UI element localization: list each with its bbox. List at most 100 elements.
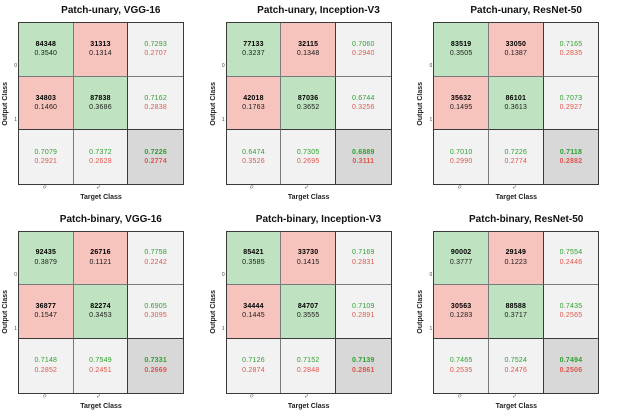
cell-fraction: 0.2882 [559, 158, 583, 166]
matrix-cell-r0c2: 0.7293 0.2707 [128, 23, 183, 77]
matrix-cell-r0c0: 85421 0.3585 [226, 231, 282, 286]
matrix-cell-r2c1: 0.7226 0.2774 [488, 130, 544, 184]
matrix-grid: 85421 0.3585 33730 0.1415 0.7169 0.2831 34444 0… [225, 230, 392, 394]
cell-value: 87838 [90, 94, 111, 102]
cell-value: 0.7118 [559, 148, 583, 156]
matrix-cell-r1c0: 35632 0.1495 [434, 76, 489, 131]
y-axis-label-wrap: Output Class [208, 22, 219, 185]
cell-fraction: 0.3256 [352, 103, 375, 111]
matrix-cell-r1c1: 88588 0.3717 [488, 285, 544, 339]
matrix-cell-r0c2: 0.7554 0.2446 [543, 231, 599, 286]
cell-fraction: 0.2848 [296, 366, 320, 374]
y-tick-label: 1 [14, 117, 17, 124]
cell-value: 0.7305 [296, 148, 320, 156]
cell-fraction: 0.3585 [242, 258, 265, 266]
y-tick-label: 1 [221, 117, 225, 124]
cell-fraction: 0.2774 [504, 158, 528, 166]
subplot-title: Patch-unary, Inception-V3 [257, 5, 380, 16]
cell-value: 36877 [35, 303, 57, 311]
cell-fraction: 0.1283 [449, 312, 473, 320]
matrix-cell-r0c2: 0.7165 0.2835 [543, 23, 599, 77]
cell-fraction: 0.1763 [242, 103, 265, 111]
cell-fraction: 0.1387 [504, 50, 528, 58]
matrix-cell-r2c0: 0.7148 0.2852 [19, 338, 74, 393]
x-tick-label: 1 [510, 184, 518, 191]
matrix-cell-r1c0: 42018 0.1763 [226, 76, 282, 131]
y-tick-label: 0 [221, 63, 225, 70]
plot-area: Output Class 0 1 83519 0.3505 33050 0.1387 0… [415, 22, 623, 185]
x-tick-label: 0 [248, 392, 255, 399]
y-tick-label: 1 [429, 117, 433, 124]
cell-value: 0.7109 [352, 303, 375, 311]
cell-value: 0.7524 [504, 357, 528, 365]
matrix-cell-r2c2: 0.6889 0.3111 [335, 130, 391, 184]
cell-value: 0.7126 [242, 357, 265, 365]
x-axis-label: Target Class [287, 402, 330, 410]
cell-value: 0.7162 [144, 94, 167, 102]
y-axis-ticks: 0 1 [426, 231, 433, 394]
cell-value: 82274 [90, 303, 111, 311]
cell-fraction: 0.2852 [34, 366, 58, 374]
cell-value: 0.7152 [296, 357, 320, 365]
cell-fraction: 0.2451 [89, 366, 112, 374]
x-axis-label: Target Class [287, 194, 330, 201]
y-axis-label: Output Class [209, 81, 217, 126]
x-axis-ticks: 0 1 [226, 184, 392, 194]
x-axis-label: Target Class [80, 402, 122, 410]
cell-value: 0.7060 [352, 40, 375, 48]
cell-fraction: 0.3237 [242, 50, 265, 58]
matrix-cell-r0c0: 92435 0.3879 [19, 231, 74, 286]
x-tick-label: 1 [95, 184, 102, 191]
cell-value: 34803 [35, 94, 57, 102]
cell-fraction: 0.3453 [89, 312, 112, 320]
subplot-title: Patch-binary, ResNet-50 [469, 213, 584, 225]
matrix-cell-r1c2: 0.6905 0.3095 [128, 285, 183, 339]
plot-area: Output Class 0 1 92435 0.3879 26716 0.1121 0… [0, 230, 208, 394]
cell-value: 0.7494 [559, 357, 583, 365]
confusion-matrix-subplot: Patch-binary, ResNet-50 Output Class 0 1… [415, 209, 623, 417]
y-axis-ticks: 0 1 [219, 22, 226, 185]
y-tick-label: 1 [14, 325, 17, 332]
matrix-cell-r2c0: 0.7126 0.2874 [226, 338, 282, 393]
y-axis-ticks: 0 1 [219, 231, 226, 394]
cell-value: 33730 [297, 249, 319, 257]
cell-value: 0.6744 [352, 94, 375, 102]
x-axis-ticks: 0 1 [18, 392, 184, 403]
cell-fraction: 0.1121 [89, 258, 112, 266]
cell-value: 32115 [298, 40, 319, 48]
cell-value: 87036 [297, 94, 319, 102]
matrix-grid: 83519 0.3505 33050 0.1387 0.7165 0.2835 35632 0… [433, 22, 600, 185]
matrix-cell-r2c2: 0.7331 0.2669 [128, 338, 183, 393]
matrix-cell-r0c0: 83519 0.3505 [434, 23, 489, 77]
x-axis-label: Target Class [495, 402, 538, 410]
matrix-cell-r1c1: 82274 0.3453 [73, 285, 129, 339]
y-axis-ticks: 0 1 [11, 22, 18, 185]
matrix-cell-r1c0: 36877 0.1547 [19, 285, 74, 339]
cell-value: 88588 [505, 303, 527, 311]
matrix-cell-r2c0: 0.7079 0.2921 [19, 130, 74, 184]
cell-fraction: 0.1445 [242, 312, 265, 320]
cell-fraction: 0.2940 [352, 50, 375, 58]
y-tick-label: 0 [14, 271, 17, 278]
cell-value: 0.7169 [352, 249, 375, 257]
plot-area: Output Class 0 1 84348 0.3540 31313 0.1314 0… [0, 22, 208, 185]
matrix-cell-r0c1: 26716 0.1121 [73, 231, 129, 286]
cell-fraction: 0.2891 [352, 312, 375, 320]
x-axis-ticks: 0 1 [18, 184, 184, 194]
y-axis-label-wrap: Output Class [0, 22, 11, 185]
cell-fraction: 0.1415 [296, 258, 320, 266]
x-tick-label: 0 [40, 184, 47, 191]
cell-value: 0.7226 [504, 148, 528, 156]
x-tick-label: 0 [40, 392, 47, 399]
matrix-cell-r1c2: 0.7435 0.2565 [543, 285, 599, 339]
matrix-cell-r2c0: 0.7010 0.2990 [434, 130, 489, 184]
subplot-title: Patch-unary, VGG-16 [61, 5, 161, 16]
cell-value: 0.7549 [89, 357, 112, 365]
subplot-title: Patch-binary, VGG-16 [59, 213, 162, 225]
matrix-cell-r2c2: 0.7118 0.2882 [543, 130, 599, 184]
matrix-cell-r2c1: 0.7524 0.2476 [488, 338, 544, 393]
y-axis-label: Output Class [209, 290, 217, 334]
cell-value: 31313 [90, 40, 111, 48]
matrix-grid: 77133 0.3237 32115 0.1348 0.7060 0.2940 42018 0… [225, 22, 392, 185]
